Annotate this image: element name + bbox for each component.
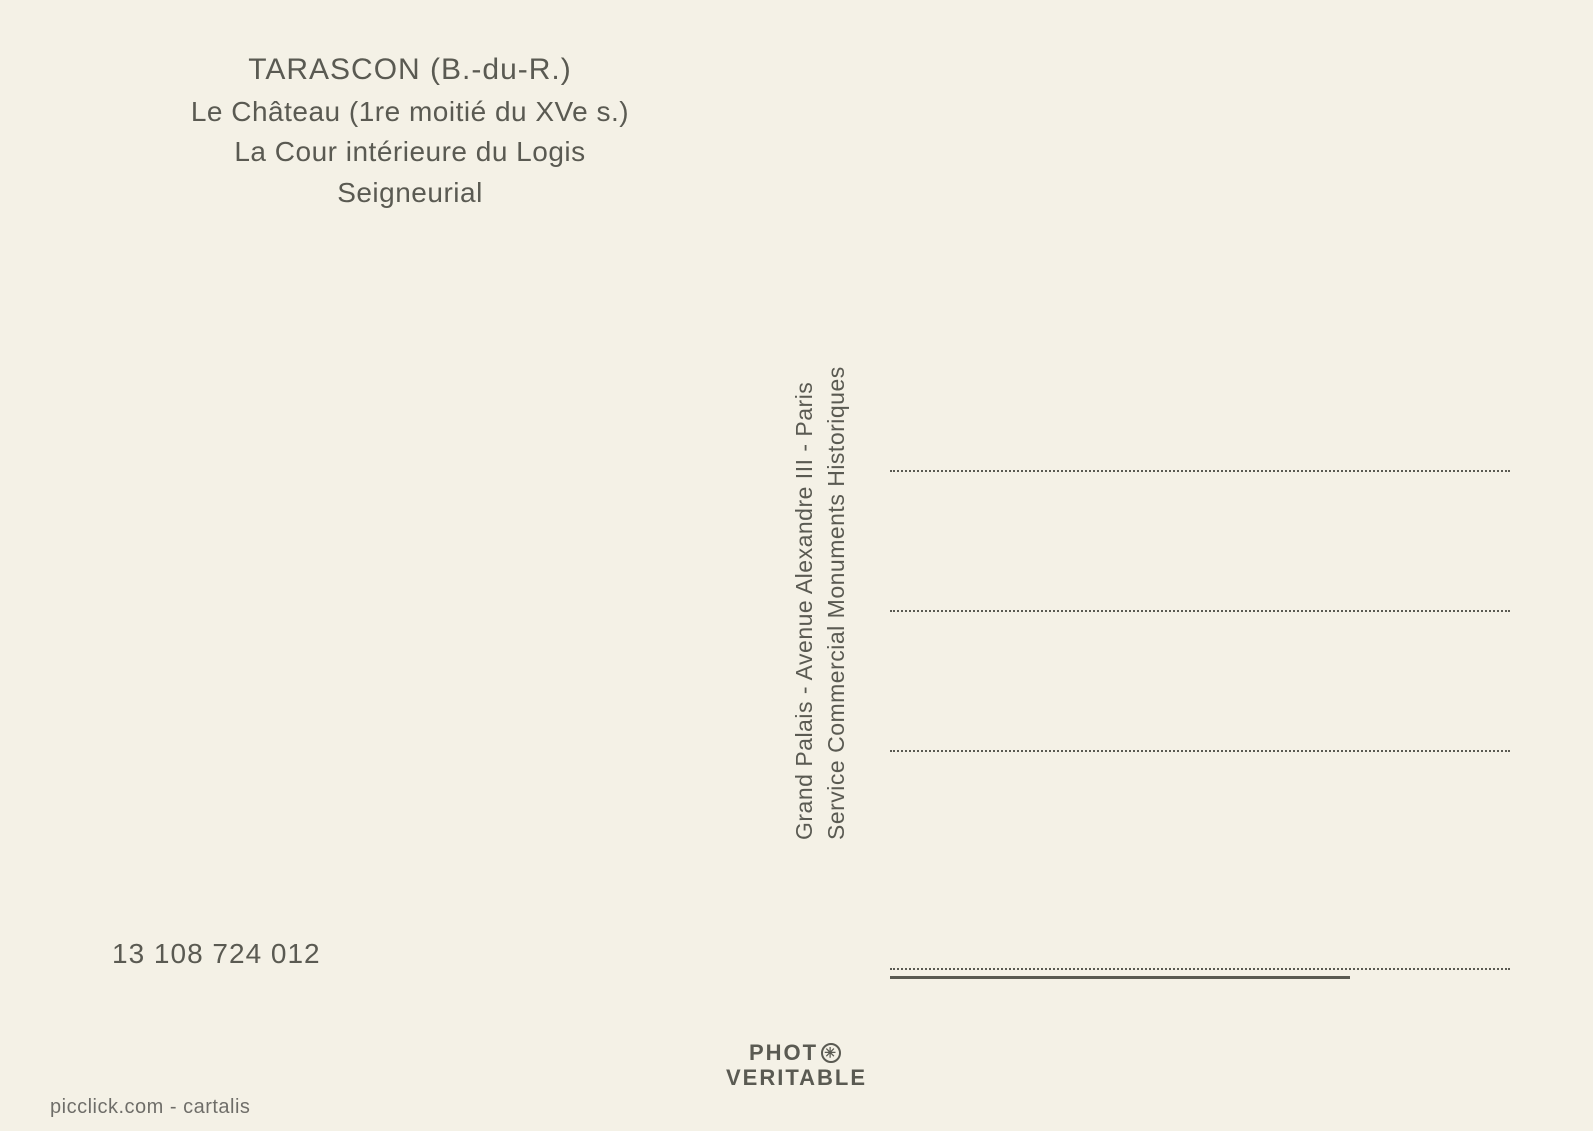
photo-veritable-top-left: PHOT bbox=[749, 1040, 818, 1065]
address-dotted-line bbox=[890, 610, 1510, 612]
photo-veritable-top: PHOT bbox=[749, 1040, 844, 1065]
caption-line-3: La Cour intérieure du Logis bbox=[90, 132, 730, 173]
address-final-line-group bbox=[890, 968, 1510, 979]
watermark-text: picclick.com - cartalis bbox=[50, 1096, 250, 1119]
caption-title: TARASCON (B.-du-R.) bbox=[90, 48, 730, 92]
publisher-line-2: Grand Palais - Avenue Alexandre III - Pa… bbox=[788, 220, 820, 840]
address-dotted-line bbox=[890, 968, 1510, 970]
caption-block: TARASCON (B.-du-R.) Le Château (1re moit… bbox=[90, 48, 730, 213]
reference-number: 13 108 724 012 bbox=[112, 938, 321, 970]
aperture-icon bbox=[821, 1043, 841, 1063]
caption-line-4: Seigneurial bbox=[90, 173, 730, 214]
publisher-line-1: Service Commercial Monuments Historiques bbox=[820, 220, 852, 840]
address-dotted-line bbox=[890, 750, 1510, 752]
address-solid-underline bbox=[890, 976, 1350, 979]
publisher-block: Grand Palais - Avenue Alexandre III - Pa… bbox=[790, 220, 850, 840]
address-dotted-line bbox=[890, 470, 1510, 472]
caption-line-2: Le Château (1re moitié du XVe s.) bbox=[90, 92, 730, 133]
photo-veritable-bottom: VERITABLE bbox=[0, 1065, 1593, 1090]
photo-veritable-mark: PHOT VERITABLE bbox=[0, 1040, 1593, 1091]
address-lines bbox=[890, 470, 1510, 890]
postcard-back: TARASCON (B.-du-R.) Le Château (1re moit… bbox=[0, 0, 1593, 1131]
